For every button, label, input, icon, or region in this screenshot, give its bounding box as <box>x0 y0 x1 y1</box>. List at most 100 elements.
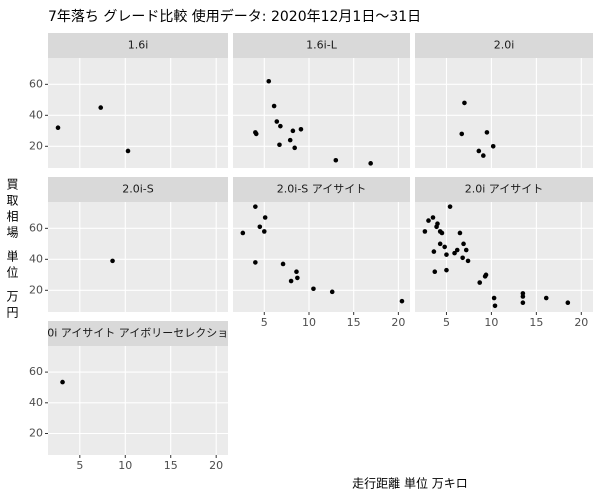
y-tick-label: 60 <box>29 77 43 90</box>
x-tick-label: 5 <box>76 459 83 472</box>
point <box>261 229 267 234</box>
point <box>110 258 115 264</box>
strip-background <box>48 177 228 202</box>
strip-background <box>233 177 410 202</box>
point <box>444 267 449 273</box>
facet-panel: 2.0i アイサイト アイボリーセレクション 20 40 60 5 10 15 20 <box>29 321 239 472</box>
point <box>277 142 282 148</box>
strip-background <box>48 33 228 58</box>
x-tick-label: 10 <box>302 316 316 329</box>
y-tick-label: 40 <box>29 108 43 121</box>
x-tick-label: 5 <box>261 316 268 329</box>
facet-panel: 2.0i-S 20 40 60 <box>29 177 228 312</box>
point <box>298 126 304 132</box>
facet-panel: 2.0i アイサイト 5 10 15 20 <box>415 177 593 329</box>
point <box>481 153 486 158</box>
point <box>399 298 405 304</box>
panel-background <box>233 58 410 168</box>
panel-background <box>415 202 593 312</box>
x-tick-label: 5 <box>443 316 450 329</box>
point <box>459 131 465 137</box>
point <box>290 128 296 134</box>
point <box>565 300 571 306</box>
y-tick-label: 40 <box>29 396 43 409</box>
point <box>333 157 339 163</box>
point <box>287 137 293 143</box>
y-tick-label: 20 <box>29 427 43 440</box>
y-tick-label: 20 <box>29 139 43 152</box>
strip-background <box>415 33 593 58</box>
point <box>454 247 460 253</box>
panel-background <box>233 202 410 312</box>
y-tick-label: 20 <box>29 283 43 296</box>
point <box>426 218 431 223</box>
strip-label: 1.6i-L <box>306 39 338 52</box>
strip-background <box>48 321 228 346</box>
point <box>253 260 258 265</box>
point <box>311 286 316 292</box>
point <box>295 275 300 281</box>
point <box>257 224 263 230</box>
point <box>422 229 428 234</box>
facet-panel: 1.6i 20 40 60 <box>29 33 228 168</box>
point <box>461 241 466 247</box>
point <box>439 230 445 236</box>
point <box>447 204 453 209</box>
point <box>271 103 277 109</box>
facet-panel: 2.0i-S アイサイト 5 10 15 20 <box>233 177 410 329</box>
point <box>477 280 483 285</box>
x-tick-label: 20 <box>391 316 405 329</box>
strip-label: 2.0i-S アイサイト <box>277 183 366 196</box>
x-axis-label: 走行距離 単位 万キロ <box>352 476 468 491</box>
point <box>278 123 283 129</box>
point <box>431 249 437 254</box>
strip-label: 2.0i <box>494 39 515 52</box>
point <box>476 148 482 154</box>
point <box>520 294 526 299</box>
panel-background <box>415 58 593 168</box>
strip-background <box>233 33 410 58</box>
y-tick-label: 60 <box>29 221 43 234</box>
y-tick-label: 60 <box>29 365 43 378</box>
point <box>520 300 526 306</box>
point <box>266 78 272 84</box>
point <box>55 125 61 131</box>
x-tick-label: 10 <box>118 459 132 472</box>
point <box>280 261 286 267</box>
strip-label: 1.6i <box>128 39 149 52</box>
point <box>442 244 447 250</box>
facet-panel: 2.0i <box>415 33 593 168</box>
point <box>457 230 463 236</box>
point <box>262 215 268 220</box>
point <box>460 255 465 261</box>
y-axis-label: 買取相場 単位 万円 <box>5 178 19 322</box>
strip-label: 2.0i アイサイト アイボリーセレクション <box>37 327 239 340</box>
facet-panel: 1.6i-L <box>233 33 410 168</box>
panel-background <box>48 202 228 312</box>
point <box>482 274 488 279</box>
x-tick-label: 10 <box>484 316 498 329</box>
point <box>432 269 438 275</box>
panel-background <box>48 346 228 455</box>
point <box>98 105 104 110</box>
point <box>329 289 335 295</box>
point <box>274 119 280 124</box>
point <box>492 303 498 309</box>
x-tick-label: 15 <box>164 459 178 472</box>
y-tick-label: 40 <box>29 252 43 265</box>
point <box>294 269 299 275</box>
point <box>292 145 297 151</box>
point <box>543 295 549 301</box>
point <box>368 161 373 166</box>
point <box>452 250 457 256</box>
point <box>491 295 497 301</box>
x-tick-label: 20 <box>209 459 223 472</box>
point <box>240 230 246 236</box>
point <box>125 148 131 154</box>
point <box>288 278 294 284</box>
point <box>444 252 449 257</box>
point <box>484 130 490 135</box>
chart-title: 7年落ち グレード比較 使用データ: 2020年12月1日～31日 <box>48 8 421 25</box>
strip-label: 2.0i アイサイト <box>465 183 544 196</box>
